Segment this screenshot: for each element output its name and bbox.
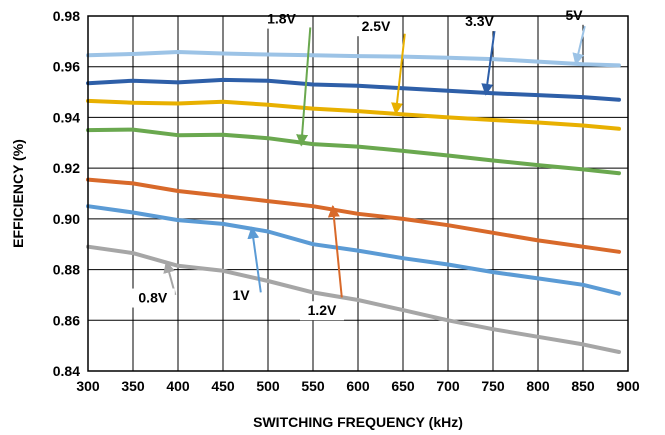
annotation-layer: 5V 3.3V 2.5V 1.8V 1.2V 1V 0.8V	[130, 5, 587, 321]
annotation-2-5v: 2.5V	[354, 17, 406, 115]
x-tick-label-1: 350	[121, 378, 145, 394]
annotation-label-1-2v: 1.2V	[308, 302, 337, 318]
y-tick-label-5: 0.94	[53, 109, 80, 125]
annotation-label-3-3v: 3.3V	[465, 13, 494, 29]
annotation-arrow-1v	[247, 226, 262, 293]
series-line-1-8v	[86, 127, 621, 176]
y-tick-label-1: 0.86	[53, 312, 80, 328]
grid	[87, 15, 629, 372]
annotation-label-2-5v: 2.5V	[362, 18, 391, 34]
series-line-3-3v	[86, 77, 621, 102]
y-tick-label-2: 0.88	[53, 262, 80, 278]
x-tick-label-2: 400	[166, 378, 190, 394]
x-tick-label-12: 900	[616, 378, 640, 394]
annotation-arrow-1-2v	[327, 204, 343, 298]
x-tick-label-9: 750	[481, 378, 505, 394]
series-line-2-5v	[86, 98, 621, 131]
x-tick-label-3: 450	[211, 378, 235, 394]
y-tick-label-0: 0.84	[53, 363, 80, 379]
x-tick-label-5: 550	[301, 378, 325, 394]
annotation-label-bg-3-3v	[457, 12, 502, 32]
y-tick-label-7: 0.98	[53, 8, 80, 24]
annotation-label-bg-1v	[228, 286, 254, 305]
series-line-1v	[86, 204, 621, 296]
series-line-5v	[86, 50, 621, 68]
annotation-0-8v: 0.8V	[130, 260, 177, 308]
x-tick-label-8: 700	[436, 378, 460, 394]
x-tick-label-4: 500	[256, 378, 280, 394]
annotation-arrow-3-3v	[481, 28, 496, 96]
annotation-label-1-8v: 1.8V	[267, 11, 296, 27]
annotation-label-bg-1-8v	[259, 9, 304, 29]
tick-labels: 300 350 400 450 500 550 600 650 700 750 800 850 900 0…	[53, 8, 640, 394]
annotation-label-5v: 5V	[565, 7, 583, 23]
x-axis-title: SWITCHING FREQUENCY (kHz)	[253, 414, 463, 430]
y-axis-title: EFFICIENCY (%)	[10, 139, 26, 248]
y-tick-label-4: 0.92	[53, 160, 80, 176]
series-line-0-8v	[86, 244, 621, 354]
x-tick-label-0: 300	[76, 378, 100, 394]
annotation-arrow-2-5v	[391, 33, 406, 115]
y-tick-label-3: 0.90	[53, 211, 80, 227]
series-line-1-2v	[86, 177, 621, 254]
annotation-1-2v: 1.2V	[300, 204, 344, 321]
y-tick-label-6: 0.96	[53, 59, 80, 75]
x-tick-label-11: 850	[571, 378, 595, 394]
annotation-arrow-5v	[572, 25, 586, 66]
annotation-3-3v: 3.3V	[457, 12, 502, 96]
annotation-label-bg-0-8v	[130, 288, 175, 308]
annotation-1-8v: 1.8V	[259, 9, 312, 147]
annotation-1v: 1V	[228, 226, 262, 305]
x-tick-label-7: 650	[391, 378, 415, 394]
annotation-label-bg-1-2v	[300, 301, 344, 321]
annotation-label-0-8v: 0.8V	[138, 290, 167, 306]
plot-frame	[87, 15, 629, 372]
annotation-label-1v: 1V	[232, 287, 250, 303]
series-layer	[86, 50, 621, 354]
x-tick-label-6: 600	[346, 378, 370, 394]
annotation-arrow-1-8v	[296, 27, 312, 147]
x-tick-label-10: 800	[526, 378, 550, 394]
annotation-label-bg-2-5v	[354, 17, 398, 37]
